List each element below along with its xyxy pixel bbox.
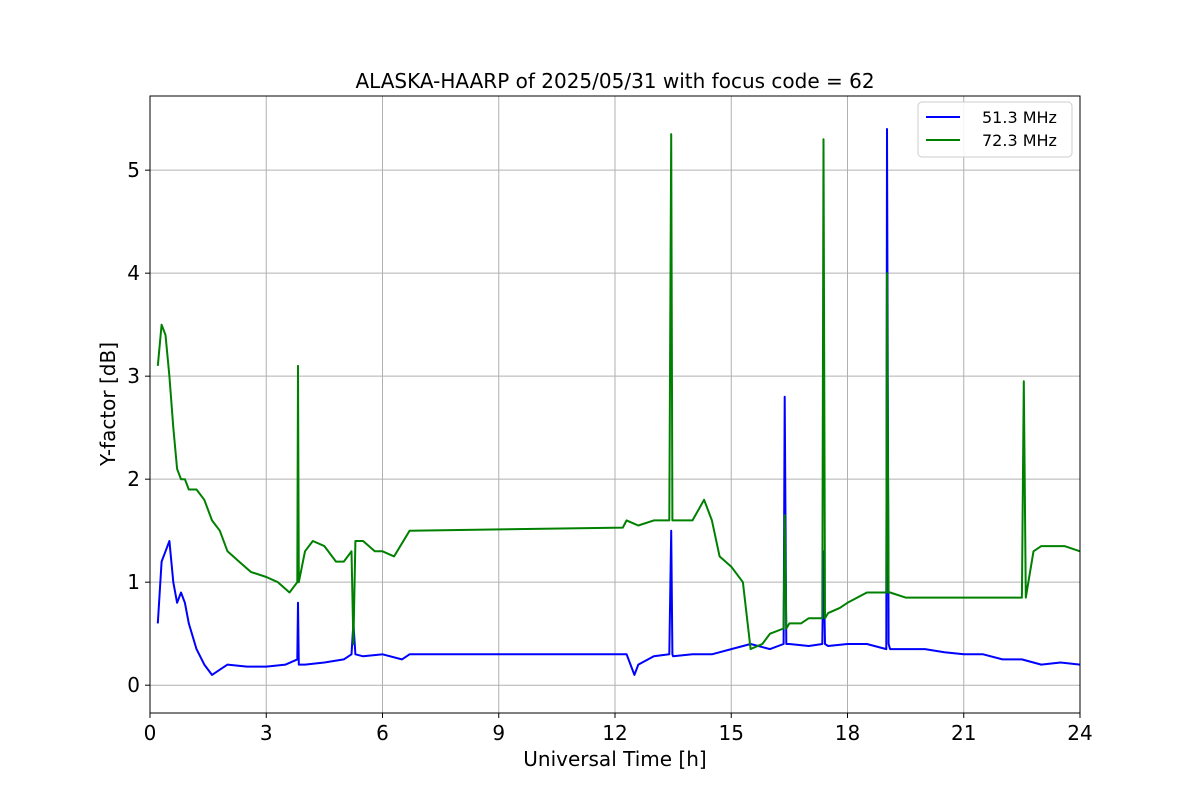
- x-tick-label: 6: [376, 721, 389, 745]
- legend: 51.3 MHz 72.3 MHz: [917, 101, 1073, 158]
- series-line-1: [156, 133, 1081, 651]
- y-tick-label: 1: [127, 570, 140, 594]
- legend-box: [917, 101, 1073, 158]
- legend-label-51: 51.3 MHz: [982, 108, 1057, 127]
- series-layer: [156, 128, 1081, 676]
- y-tick-label: 3: [127, 364, 140, 388]
- x-tick-label: 15: [719, 721, 744, 745]
- x-tick-label: 9: [492, 721, 505, 745]
- legend-label-72: 72.3 MHz: [982, 131, 1057, 150]
- x-tick-label: 18: [835, 721, 860, 745]
- grid: [149, 96, 1081, 713]
- x-axis-label: Universal Time [h]: [523, 747, 706, 771]
- x-tick-label: 0: [144, 721, 157, 745]
- y-axis-label: Y-factor [dB]: [96, 342, 120, 467]
- x-tick-label: 3: [260, 721, 273, 745]
- y-tick-label: 4: [127, 261, 140, 285]
- series-line-0: [156, 128, 1081, 676]
- x-tick-label: 24: [1067, 721, 1092, 745]
- chart-title: ALASKA-HAARP of 2025/05/31 with focus co…: [355, 69, 874, 93]
- x-tick-label: 12: [602, 721, 627, 745]
- y-tick-label: 0: [127, 673, 140, 697]
- y-tick-label: 2: [127, 467, 140, 491]
- x-tick-label: 21: [951, 721, 976, 745]
- y-tick-label: 5: [127, 158, 140, 182]
